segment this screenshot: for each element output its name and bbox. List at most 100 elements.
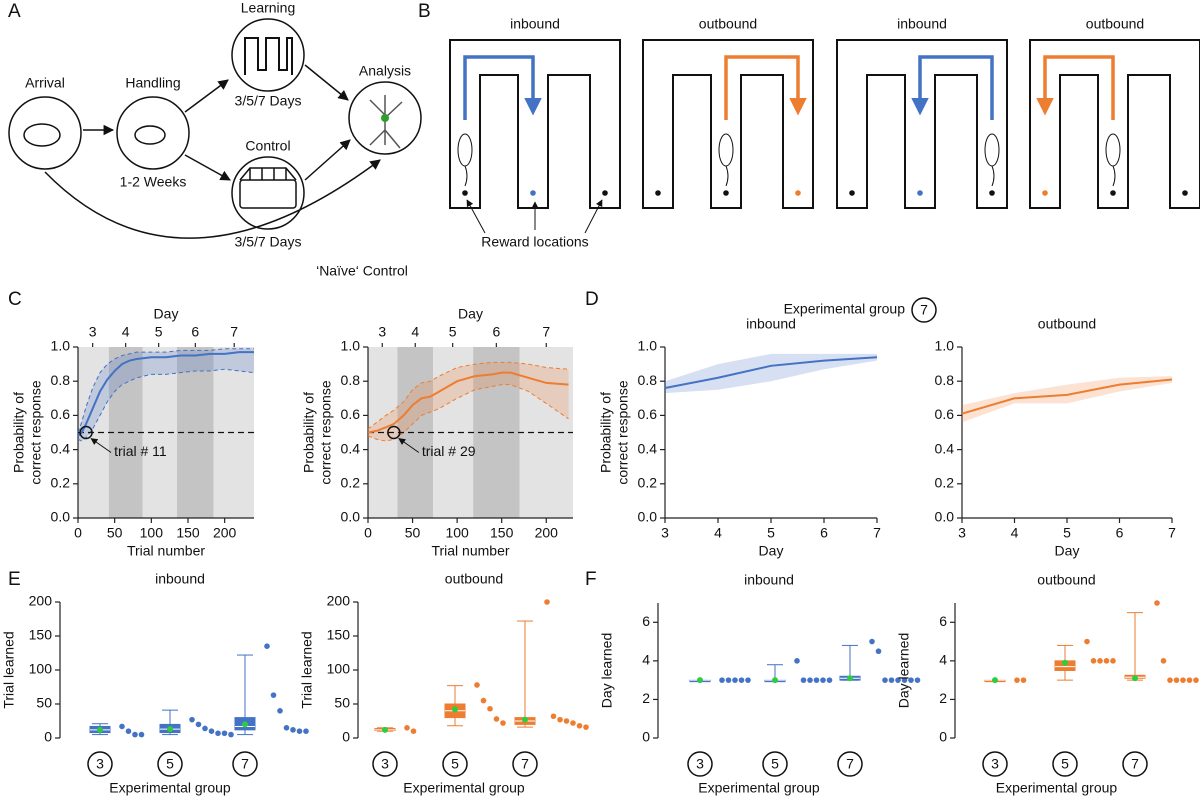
group-circle [687, 751, 713, 777]
reward-dot [849, 190, 855, 196]
panel-label: C [8, 289, 22, 310]
group-label: 7 [1131, 756, 1139, 772]
data-point [1193, 677, 1199, 683]
y-tick-label: 2 [939, 690, 947, 706]
y-tick-label: 200 [327, 593, 351, 609]
mean [847, 675, 853, 682]
data-point [404, 725, 410, 731]
group-circle [1122, 751, 1148, 777]
data-point [895, 677, 901, 683]
y-axis-label: Day learned [599, 633, 615, 709]
arrow [304, 139, 351, 181]
y-axis-label: correct response [318, 380, 334, 484]
y-tick-label: 4 [642, 652, 650, 668]
data-point [221, 730, 228, 737]
x2-tick-label: 5 [449, 324, 457, 340]
y-tick-label: 0.6 [935, 406, 955, 422]
x2-tick-label: 7 [542, 324, 550, 340]
data-point [550, 713, 557, 720]
group-label: 3 [696, 756, 704, 772]
y-tick-label: 0.4 [638, 440, 658, 456]
data-point [725, 677, 732, 683]
y-tick-label: 0.6 [341, 406, 361, 422]
data-point [283, 725, 290, 731]
mean [1062, 659, 1068, 666]
data-point [570, 720, 576, 726]
data-point [1084, 638, 1090, 645]
data-point [303, 728, 309, 734]
panel-a [8, 18, 422, 239]
group-circle [762, 751, 788, 777]
reward-dot [723, 190, 729, 196]
y-tick-label: 1.0 [935, 338, 955, 354]
arrow [304, 64, 349, 101]
band-edge [367, 361, 569, 430]
y-tick-label: 0.8 [638, 372, 658, 388]
cage-lid [239, 167, 297, 181]
data-point [800, 677, 807, 683]
group-label: 5 [1061, 756, 1069, 772]
data-point [277, 708, 283, 714]
arrow [184, 79, 229, 113]
duration-label: 3/5/7 Days [235, 93, 302, 109]
x-axis-label: Trial number [431, 543, 509, 559]
data-point [215, 730, 221, 737]
group-label: 3 [381, 756, 389, 772]
x-axis-label: Day [1055, 543, 1080, 559]
panel-b: inbound outbound inbound outbound [449, 16, 1200, 209]
x2-tick-label: 6 [191, 324, 199, 340]
x-tick-label: 4 [1011, 525, 1019, 541]
panel-label: B [418, 1, 431, 22]
y-tick-label: 0 [44, 729, 52, 745]
maze [642, 39, 814, 209]
data-point [208, 728, 215, 734]
data-point [583, 724, 589, 730]
mean [697, 677, 703, 684]
x-tick-label: 5 [1063, 525, 1071, 541]
y-tick-label: 2 [642, 690, 650, 706]
reward-arrows [466, 199, 603, 234]
group-label: 7 [521, 756, 529, 772]
data-point [813, 677, 820, 683]
x-tick-label: 100 [445, 525, 469, 541]
mouse-tail [725, 165, 729, 187]
y-tick-label: 0.2 [638, 475, 658, 491]
group-label: 3 [991, 756, 999, 772]
x2-tick-label: 3 [378, 324, 386, 340]
group-circle [442, 751, 468, 777]
data-point [882, 677, 888, 683]
mouse-tail [991, 165, 995, 187]
stage-circle [231, 18, 305, 92]
group-label: 7 [241, 756, 249, 772]
x2-tick-label: 4 [411, 324, 419, 340]
mean-line [367, 371, 569, 434]
y-tick-label: 0.0 [51, 509, 71, 525]
maze [449, 39, 621, 209]
group-circle [512, 751, 538, 777]
data-point [290, 727, 296, 733]
data-point [544, 599, 550, 605]
y-tick-label: 1.0 [638, 338, 658, 354]
data-point [1090, 658, 1097, 664]
group-circle [1052, 751, 1078, 777]
data-point [264, 643, 270, 649]
data-point [138, 731, 145, 738]
mean-line [77, 351, 254, 437]
x-tick-label: 4 [714, 525, 722, 541]
maze [836, 39, 1008, 209]
band-edge [367, 384, 569, 442]
confidence-band [962, 376, 1172, 423]
y-tick-label: 1.0 [341, 338, 361, 354]
arrow [584, 199, 603, 234]
x-axis-label: Trial number [127, 543, 205, 559]
y-tick-label: 0.0 [935, 509, 955, 525]
x2-tick-label: 6 [492, 324, 500, 340]
group-label: 3 [96, 756, 104, 772]
data-point [487, 705, 493, 712]
y-tick-label: 0 [939, 729, 947, 745]
y-axis-label: Day learned [896, 633, 912, 709]
data-point [125, 728, 132, 734]
x2-axis-label: Day [154, 306, 179, 322]
mouse-icon [984, 133, 1000, 167]
x-tick-label: 3 [958, 525, 966, 541]
